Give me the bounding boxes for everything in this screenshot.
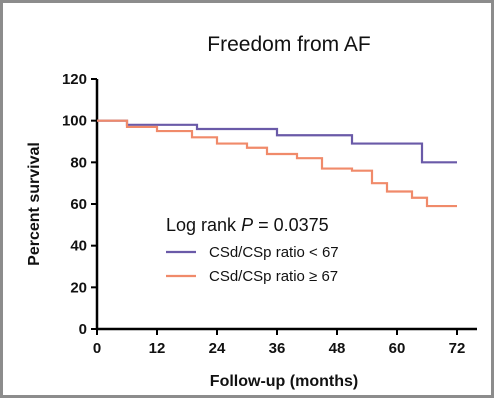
y-tick-label: 40 (70, 238, 87, 255)
legend-label-series-1: CSd/CSp ratio < 67 (209, 244, 339, 261)
x-tick-label: 24 (209, 340, 226, 357)
p-value: = 0.0375 (253, 215, 329, 235)
chart-title: Freedom from AF (207, 33, 370, 56)
x-tick-label: 60 (389, 340, 406, 357)
y-tick-label: 60 (70, 196, 87, 213)
y-tick-label: 80 (70, 154, 87, 171)
axes: 0 12 24 36 48 60 72 0 20 40 60 80 100 120 (62, 71, 477, 357)
x-tick-label: 12 (149, 340, 166, 357)
legend: CSd/CSp ratio < 67 CSd/CSp ratio ≥ 67 (166, 244, 339, 285)
y-tick-label: 100 (62, 113, 87, 130)
x-tick-label: 36 (269, 340, 286, 357)
y-tick-label: 120 (62, 71, 87, 88)
y-axis-title: Percent survival (26, 142, 43, 266)
x-axis-title: Follow-up (months) (210, 373, 358, 390)
y-tick-label: 0 (79, 321, 87, 338)
x-tick-label: 0 (93, 340, 101, 357)
survival-curve-series-2 (97, 119, 457, 208)
log-rank-annotation: Log rank P = 0.0375 (166, 215, 329, 235)
survival-curves (97, 119, 457, 208)
x-tick-label: 48 (329, 340, 346, 357)
survival-chart: Freedom from AF 0 12 24 36 48 60 72 0 20 40 60 80 10… (26, 33, 477, 390)
y-tick-label: 20 (70, 279, 87, 296)
x-tick-label: 72 (449, 340, 466, 357)
p-symbol: P (241, 215, 253, 235)
log-rank-prefix: Log rank (166, 215, 241, 235)
legend-label-series-2: CSd/CSp ratio ≥ 67 (209, 268, 338, 285)
